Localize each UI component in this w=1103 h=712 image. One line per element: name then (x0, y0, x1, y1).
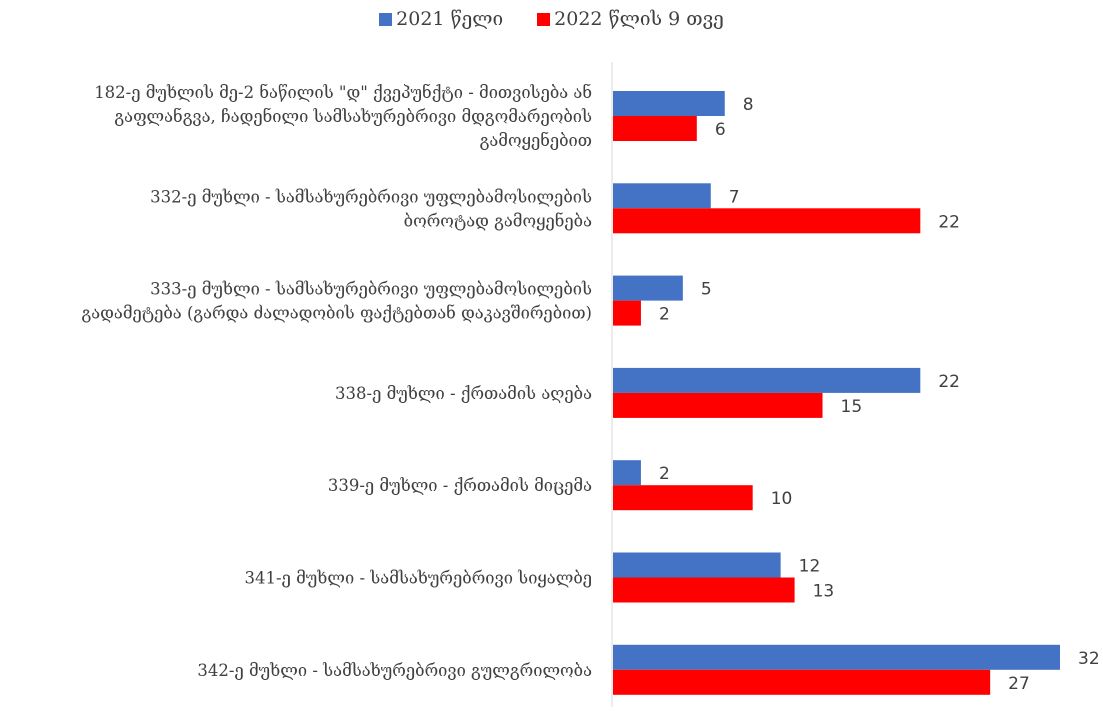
category-label-line: გამოყენებით (480, 131, 592, 150)
category-label: 182-ე მუხლის მე-2 ნაწილის "დ" ქვეპუნქტი … (94, 83, 592, 150)
data-label-series-1: 12 (799, 557, 821, 577)
legend-swatch-series-2 (537, 12, 551, 26)
legend-item-series-2: 2022 წლის 9 თვე (537, 8, 724, 30)
category-label: 341-ე მუხლი - სამსახურებრივი სიყალბე (245, 569, 592, 588)
bar-series-1 (613, 644, 1060, 670)
data-label-series-1: 5 (701, 280, 712, 300)
data-label-series-1: 32 (1078, 649, 1100, 669)
data-label-series-2: 10 (771, 489, 793, 509)
legend: 2021 წელი 2022 წლის 9 თვე (0, 8, 1103, 30)
category-label-line: 341-ე მუხლი - სამსახურებრივი სიყალბე (245, 569, 592, 588)
bar-series-2 (613, 577, 795, 603)
category-label: 333-ე მუხლი - სამსახურებრივი უფლებამოსილ… (82, 280, 592, 323)
category-label: 338-ე მუხლი - ქრთამის აღება (335, 384, 592, 403)
bar-series-1 (613, 183, 711, 209)
legend-item-series-1: 2021 წელი (379, 8, 503, 30)
category-label: 339-ე მუხლი - ქრთამის მიცემა (328, 476, 592, 495)
bar-series-1 (613, 552, 781, 578)
bar-series-2 (613, 485, 753, 511)
data-label-series-1: 22 (938, 372, 960, 392)
bar-series-1 (613, 275, 683, 301)
data-label-series-2: 22 (938, 212, 960, 232)
bar-series-2 (613, 116, 697, 141)
category-label: 332-ე მუხლი - სამსახურებრივი უფლებამოსილ… (150, 187, 592, 230)
category-label: 342-ე მუხლი - სამსახურებრივი გულგრილობა (197, 661, 592, 680)
category-label-line: 338-ე მუხლი - ქრთამის აღება (335, 384, 592, 403)
bar-series-1 (613, 367, 921, 393)
legend-swatch-series-1 (379, 12, 393, 26)
data-label-series-2: 27 (1008, 674, 1030, 694)
category-label-line: 333-ე მუხლი - სამსახურებრივი უფლებამოსილ… (150, 280, 592, 299)
bar-series-1 (613, 460, 641, 486)
data-label-series-1: 7 (729, 187, 740, 207)
category-label-line: გადამეტება (გარდა ძალადობის ფაქტებთან და… (82, 304, 592, 323)
bar-series-1 (613, 91, 725, 116)
category-label-line: 332-ე მუხლი - სამსახურებრივი უფლებამოსილ… (150, 187, 592, 206)
data-label-series-2: 15 (841, 397, 863, 417)
bar-series-2 (613, 392, 823, 418)
bar-series-2 (613, 208, 921, 234)
category-label-line: გაფლანგვა, ჩადენილი სამსახურებრივი მდგომ… (114, 107, 592, 126)
data-label-series-1: 8 (743, 95, 754, 115)
data-label-series-1: 2 (659, 464, 670, 484)
data-label-series-2: 2 (659, 305, 670, 325)
category-label-line: 342-ე მუხლი - სამსახურებრივი გულგრილობა (197, 661, 592, 680)
category-label-line: ბოროტად გამოყენება (404, 211, 592, 230)
category-label-line: 182-ე მუხლის მე-2 ნაწილის "დ" ქვეპუნქტი … (94, 83, 592, 102)
data-label-series-2: 13 (813, 582, 835, 602)
bar-series-2 (613, 669, 991, 695)
data-label-series-2: 6 (715, 120, 726, 140)
category-label-line: 339-ე მუხლი - ქრთამის მიცემა (328, 476, 592, 495)
legend-label-series-1: 2021 წელი (396, 8, 504, 30)
bar-series-2 (613, 300, 641, 326)
legend-label-series-2: 2022 წლის 9 თვე (554, 8, 724, 30)
